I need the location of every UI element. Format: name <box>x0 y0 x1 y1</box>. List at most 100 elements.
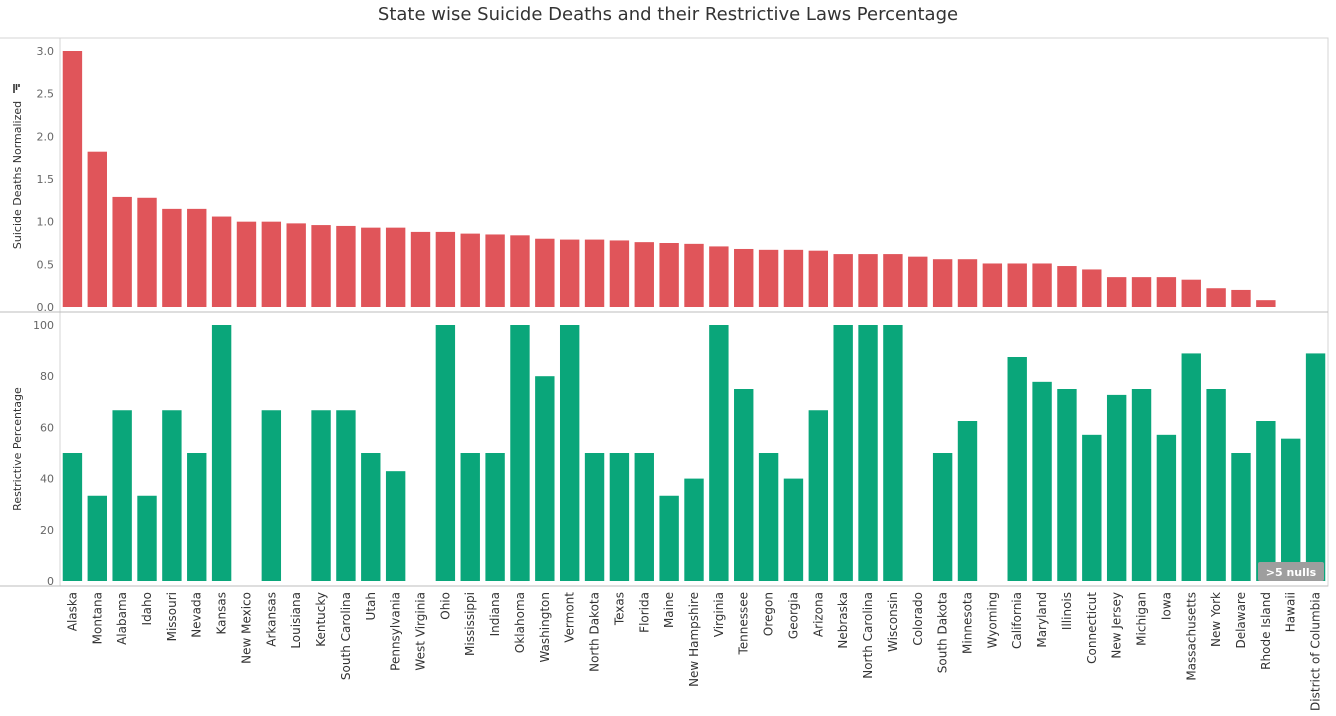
restrictive-bar-11 <box>336 410 356 581</box>
suicide-bar-30 <box>808 250 829 307</box>
restrictive-bar-17 <box>485 453 505 581</box>
x-tick-label: Minnesota <box>960 592 974 654</box>
y-tick-label-2: 40 <box>40 473 54 486</box>
x-tick-label: Rhode Island <box>1259 592 1273 670</box>
x-tick-label: Missouri <box>165 592 179 641</box>
restrictive-bar-42 <box>1106 394 1127 581</box>
restrictive-bar-28 <box>758 453 779 581</box>
suicide-bar-25 <box>684 243 704 307</box>
restrictive-bar-32 <box>858 325 878 581</box>
suicide-bar-7 <box>236 221 257 307</box>
restrictive-bar-15 <box>435 325 456 581</box>
suicide-bar-42 <box>1106 277 1127 307</box>
restrictive-bar-16 <box>460 453 480 581</box>
suicide-bar-15 <box>435 231 456 307</box>
x-tick-label: Ohio <box>438 592 452 620</box>
restrictive-bar-45 <box>1181 353 1201 581</box>
x-tick-label: Vermont <box>563 592 577 643</box>
restrictive-bar-49 <box>1281 438 1301 581</box>
x-tick-label: Maryland <box>1035 592 1049 648</box>
restrictive-bar-31 <box>833 325 853 581</box>
suicide-bar-41 <box>1082 269 1102 307</box>
suicide-bar-11 <box>336 225 356 307</box>
suicide-bar-32 <box>858 254 878 307</box>
x-tick-label: Tennessee <box>737 592 751 656</box>
x-tick-label: Hawaii <box>1284 592 1298 632</box>
restrictive-bar-50 <box>1305 353 1326 581</box>
restrictive-bar-21 <box>584 453 605 581</box>
restrictive-bar-5 <box>187 453 207 581</box>
suicide-bar-6 <box>211 216 232 307</box>
suicide-bar-48 <box>1256 300 1276 307</box>
x-tick-label: Georgia <box>786 592 800 639</box>
y-axis-label-1: Suicide Deaths Normalized <box>11 101 24 249</box>
restrictive-bar-29 <box>783 478 804 581</box>
restrictive-bar-46 <box>1206 389 1226 581</box>
restrictive-bar-38 <box>1007 357 1027 581</box>
nulls-indicator-label: >5 nulls <box>1266 566 1317 579</box>
x-tick-label: Michigan <box>1135 592 1149 646</box>
y-tick-label-2: 100 <box>33 319 54 332</box>
restrictive-bar-1 <box>87 495 107 581</box>
suicide-bar-40 <box>1057 266 1077 307</box>
y-tick-label-1: 1.5 <box>37 173 55 186</box>
restrictive-bar-13 <box>385 471 406 581</box>
suicide-bar-34 <box>908 256 928 307</box>
x-tick-label: West Virginia <box>414 592 428 671</box>
x-tick-label: Indiana <box>488 592 502 636</box>
restrictive-bar-20 <box>559 325 580 581</box>
suicide-bar-23 <box>634 242 654 307</box>
restrictive-bar-0 <box>62 453 83 581</box>
suicide-bar-10 <box>311 225 331 307</box>
x-tick-label: Idaho <box>140 592 154 625</box>
y-tick-label-1: 0.0 <box>37 301 55 314</box>
suicide-bar-45 <box>1181 279 1201 307</box>
restrictive-bar-48 <box>1256 421 1276 581</box>
suicide-bar-38 <box>1007 263 1027 307</box>
suicide-bar-5 <box>187 208 207 307</box>
x-tick-label: Nebraska <box>836 592 850 649</box>
x-tick-label: Utah <box>364 592 378 620</box>
suicide-bar-24 <box>659 243 679 307</box>
suicide-bar-31 <box>833 254 853 307</box>
suicide-bar-29 <box>783 249 804 307</box>
restrictive-bar-12 <box>361 453 381 581</box>
x-tick-label: Kentucky <box>314 592 328 647</box>
x-tick-label: Arizona <box>811 592 825 637</box>
y-tick-label-2: 60 <box>40 421 54 434</box>
restrictive-bar-26 <box>709 325 729 581</box>
x-tick-label: Delaware <box>1234 592 1248 649</box>
suicide-bar-17 <box>485 234 505 307</box>
suicide-bar-2 <box>112 196 132 307</box>
suicide-bar-0 <box>62 51 83 307</box>
suicide-bar-18 <box>510 235 530 307</box>
x-tick-label: California <box>1010 592 1024 649</box>
suicide-bar-39 <box>1032 263 1052 307</box>
suicide-bar-27 <box>734 248 754 307</box>
y-tick-label-1: 3.0 <box>37 45 55 58</box>
restrictive-bar-44 <box>1156 434 1177 581</box>
x-tick-label: Wisconsin <box>886 592 900 652</box>
x-tick-label: Mississippi <box>463 592 477 656</box>
restrictive-bar-41 <box>1082 434 1102 581</box>
x-tick-label: Illinois <box>1060 592 1074 630</box>
x-tick-label: Massachusetts <box>1184 592 1198 681</box>
x-tick-label: Kansas <box>215 592 229 634</box>
restrictive-bar-27 <box>734 389 754 581</box>
nulls-indicator <box>1258 562 1324 581</box>
restrictive-bar-23 <box>634 453 654 581</box>
restrictive-bar-8 <box>261 410 282 581</box>
restrictive-bar-2 <box>112 410 132 581</box>
x-tick-label: Maine <box>662 592 676 628</box>
y-axis-label-2: Restrictive Percentage <box>11 387 24 511</box>
restrictive-bar-36 <box>957 421 978 581</box>
suicide-bar-12 <box>361 227 381 307</box>
x-tick-label: Oregon <box>762 592 776 636</box>
suicide-bar-26 <box>709 246 729 307</box>
suicide-bar-13 <box>385 227 406 307</box>
x-tick-label: New Jersey <box>1110 592 1124 659</box>
x-tick-label: Louisiana <box>289 592 303 649</box>
x-tick-label: Alabama <box>115 592 129 645</box>
suicide-bar-4 <box>162 208 182 307</box>
restrictive-bar-47 <box>1231 453 1251 581</box>
